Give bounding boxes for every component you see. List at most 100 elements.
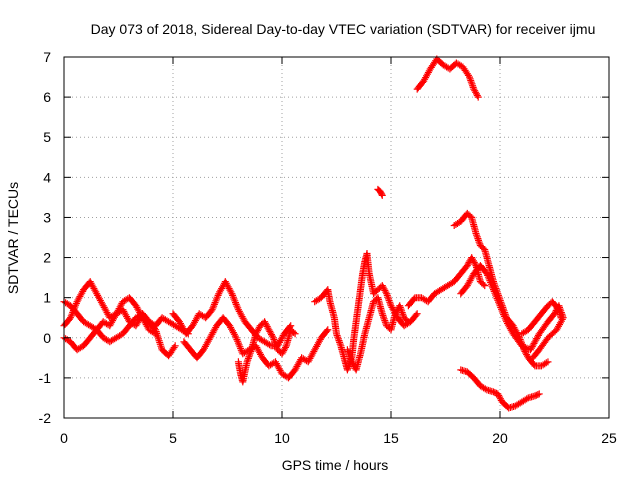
data-point-segment [404,295,418,310]
data-point-segment [232,334,246,356]
chart-title: Day 073 of 2018, Sidereal Day-to-day VTE… [91,21,596,37]
data-point-segment [145,326,158,337]
data-point-segment [219,314,233,328]
data-point-segment [311,295,324,306]
y-tick-label: 1 [43,290,51,306]
data-point-segment [363,250,373,276]
data-point [171,342,179,350]
data-point-segment [468,213,479,236]
series-track-o [518,298,565,338]
data-point-segment [361,316,373,338]
y-tick-labels: -2 -1 0 1 2 3 4 5 6 7 [39,49,52,426]
data-point-segment [291,356,305,374]
data-point [544,358,552,366]
y-tick-label: 0 [43,330,51,346]
data-point [378,191,386,199]
data-point-segment [278,343,289,358]
data-point-segment [450,271,464,286]
data-point-segment [437,283,450,294]
data-point-segment [193,347,206,362]
series-track-f [234,318,299,386]
data-point-segment [476,382,489,393]
y-tick-label: 4 [43,169,51,185]
data-point-segment [378,282,390,296]
x-tick-label: 0 [60,430,68,446]
series-track-m [457,262,567,362]
data-point-segment [496,302,510,324]
data-point-segment [374,185,383,194]
data-point-segment [536,334,552,352]
data-point-segment [509,330,525,348]
data-point [474,93,482,101]
data-point-segment [383,322,393,332]
x-axis-label: GPS time / hours [282,457,389,473]
data-point-segment [531,391,542,400]
data-point-segment [420,67,433,85]
data-point-segment [509,322,523,340]
data-point [152,330,160,338]
data-point-segment [354,287,364,310]
data-point-segment [119,306,132,324]
data-point-segment [548,298,562,312]
data-point-segment [352,304,362,326]
data-point-segment [476,262,490,276]
data-point [535,390,543,398]
data-point-segment [239,360,251,386]
data-point-segment [350,320,360,342]
data-point-segment [537,359,550,370]
x-tick-label: 25 [601,430,617,446]
x-tick-labels: 0 5 10 15 20 25 [60,430,617,446]
data-point-segment [400,314,411,324]
data-point-segment [272,358,285,376]
data-point-segment [73,287,87,306]
data-point-segment [457,263,470,278]
data-point-segment [476,242,487,252]
series-track-c [60,294,160,354]
y-tick-label: 6 [43,89,51,105]
series-track-e [180,314,332,382]
data-point-segment [99,302,113,320]
y-tick-label: -1 [39,370,52,386]
data-point-segment [298,354,310,365]
data-point-segment [352,352,364,374]
data-point-segment [252,323,263,338]
data-point-segment [239,347,252,358]
data-point-segment [158,314,171,325]
data-point-segment [165,344,178,360]
data-point-segment [287,326,298,336]
data-point-segment [106,335,119,346]
data-point-segment [261,338,273,349]
data-point-segment [470,85,481,99]
data-point-segment [452,59,465,70]
data-point [413,310,421,318]
data-point-segment [518,342,533,353]
data-point-segment [490,388,500,397]
y-axis-label: SDTVAR / TECUs [5,182,21,294]
x-tick-label: 5 [169,430,177,446]
data-point-segment [433,55,446,68]
data-point-segment [545,326,561,340]
data-point-segment [182,323,195,338]
data-point-segment [374,283,385,294]
series-track-n [457,366,543,412]
data-point-segment [527,331,542,354]
data-point-segment [86,327,100,342]
data-point-segment [365,270,377,296]
data-point-segment [256,319,267,330]
data-point-segment [125,315,139,330]
data-point-segment [481,246,493,268]
axis-ticks [63,56,610,419]
data-point-segment [125,294,139,308]
data-point-segment [503,318,516,336]
data-point-segment [537,303,551,318]
data-point-segment [106,311,119,330]
data-point-segment [265,359,278,370]
data-point-segment [80,335,93,350]
y-tick-label: -2 [39,410,52,426]
data-point [291,330,299,338]
series-track-d [169,278,295,350]
data-points [60,55,567,412]
data-point-segment [221,278,235,296]
x-tick-label: 15 [383,430,399,446]
data-point-segment [530,346,543,360]
